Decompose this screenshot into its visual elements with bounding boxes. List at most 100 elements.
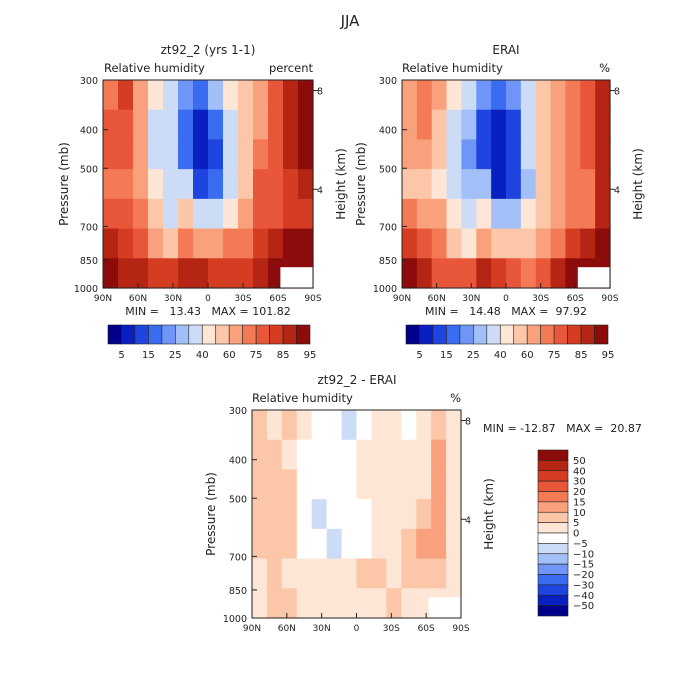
panel-diff-colorbar-swatch xyxy=(537,574,569,586)
panel-model-cell xyxy=(298,80,314,111)
panel-erai-cell xyxy=(535,228,552,259)
panel-erai-cell xyxy=(520,109,537,141)
panel-model-colorbar-swatch xyxy=(215,324,230,345)
panel-model-cell xyxy=(103,169,119,200)
panel-diff-cell xyxy=(356,439,373,471)
panel-model-cell xyxy=(118,80,134,111)
panel-model-y-label: Pressure (mb) xyxy=(57,142,71,226)
panel-diff-cell xyxy=(371,588,387,619)
panel-model-cell xyxy=(208,80,224,111)
panel-model-x-tick-label: 30N xyxy=(164,294,182,304)
panel-diff-cell xyxy=(401,439,417,471)
panel-diff-cell xyxy=(431,439,447,471)
panel-erai-colorbar-label: 75 xyxy=(548,350,561,361)
panel-diff-y-tick-label: 500 xyxy=(229,494,247,505)
panel-erai-colorbar-label: 5 xyxy=(416,350,422,361)
panel-model-cell xyxy=(268,198,284,230)
panel-model-cell xyxy=(163,169,179,200)
panel-diff-cell xyxy=(252,410,268,441)
panel-model-colorbar-swatch xyxy=(201,324,217,345)
panel-diff-colorbar-label: 10 xyxy=(573,508,586,519)
panel-diff-cell xyxy=(326,558,343,589)
panel-model-cell xyxy=(178,109,194,141)
panel-diff-cell xyxy=(371,439,387,471)
panel-diff-cell xyxy=(386,469,402,500)
panel-diff-x-tick-label: 30S xyxy=(383,624,400,634)
panel-model-cell xyxy=(238,139,254,170)
panel-erai-cell xyxy=(491,139,507,170)
panel-diff-y-tick-label: 300 xyxy=(229,406,247,417)
panel-model-cell xyxy=(238,109,254,141)
panel-diff-cell xyxy=(431,528,447,560)
panel-erai-cell xyxy=(416,80,433,111)
panel-model-x-tick-label: 30S xyxy=(234,294,251,304)
panel-erai-cell xyxy=(402,198,418,230)
panel-model-cell xyxy=(253,228,269,259)
panel-erai-cell xyxy=(506,169,522,200)
panel-diff-x-tick-label: 30N xyxy=(313,624,331,634)
panel-model-cell xyxy=(163,198,179,230)
panel-diff-colorbar-label: −10 xyxy=(573,549,594,560)
panel-erai-cell xyxy=(580,139,596,170)
panel-diff-cell xyxy=(431,410,447,441)
panel-model-y2-tick-label: 4 xyxy=(317,185,323,196)
panel-model-cell xyxy=(163,109,179,141)
panel-diff-colorbar-swatch xyxy=(537,594,569,606)
panel-diff-cell xyxy=(252,439,268,471)
panel-erai-cell xyxy=(431,258,448,289)
panel-diff-colorbar-label: −30 xyxy=(573,580,594,591)
panel-diff-colorbar-label: 50 xyxy=(573,456,586,467)
panel-erai-cell xyxy=(491,80,507,111)
panel-erai-cell xyxy=(461,169,477,200)
panel-erai-title: ERAI xyxy=(492,43,519,57)
panel-erai-y-tick-label: 1000 xyxy=(373,284,397,295)
panel-diff-x-tick-label: 0 xyxy=(354,624,360,634)
panel-diff-colorbar-swatch xyxy=(537,584,569,596)
panel-diff-cell xyxy=(416,558,432,589)
panel-diff: zt92_2 - ERAI Relative humidity % 300400… xyxy=(204,373,642,634)
panel-model-y-tick-label: 300 xyxy=(80,76,98,87)
panel-diff-cell xyxy=(252,558,268,589)
panel-erai-cell xyxy=(476,80,492,111)
panel-diff-cell xyxy=(281,528,298,560)
panel-model-colorbar-swatch xyxy=(296,324,311,345)
panel-erai-cell xyxy=(446,198,463,230)
panel-model-cell xyxy=(223,139,239,170)
panel-erai-cell xyxy=(446,109,463,141)
panel-erai-y2-tick-label: 4 xyxy=(614,185,620,196)
panel-diff-cell xyxy=(296,528,313,560)
panel-diff-cell xyxy=(296,410,313,441)
panel-erai-cell xyxy=(461,228,477,259)
panel-model-cell xyxy=(163,80,179,111)
panel-diff-colorbar-label: 40 xyxy=(573,466,586,477)
panel-diff-colorbar-swatch xyxy=(537,480,569,492)
panel-diff-cell xyxy=(326,410,343,441)
panel-diff-cell xyxy=(326,439,343,471)
panel-erai-colorbar-swatch xyxy=(526,324,541,345)
panel-model-cell xyxy=(283,169,299,200)
panel-diff-cell xyxy=(326,528,343,560)
panel-diff-colorbar-swatch xyxy=(537,563,569,575)
panel-diff-stats: MIN = -12.87 MAX = 20.87 xyxy=(483,422,642,435)
panel-model-cell xyxy=(103,198,119,230)
panel-erai-colorbar-swatch xyxy=(405,324,420,345)
panel-model-y2-tick-label: 8 xyxy=(317,87,323,98)
panel-model-cell xyxy=(133,139,149,170)
panel-erai-cell xyxy=(550,109,567,141)
panel-erai-colorbar-label: 60 xyxy=(521,350,534,361)
panel-erai-cell xyxy=(506,109,522,141)
panel-model-cell xyxy=(208,139,224,170)
panel-diff-colorbar-swatch xyxy=(537,511,569,523)
panel-diff-cell xyxy=(416,410,432,441)
panel-diff-cell xyxy=(401,588,417,619)
panel-diff-cell xyxy=(311,469,328,500)
panel-model-cell xyxy=(103,80,119,111)
panel-erai-cell xyxy=(461,139,477,170)
panel-diff-colorbar-label: −40 xyxy=(573,591,594,602)
panel-erai-y-axis: 300 400 500 700 850 1000 xyxy=(373,76,407,295)
panel-model-cell xyxy=(223,258,239,289)
panel-model-cell xyxy=(268,258,284,289)
panel-diff-cell xyxy=(446,439,462,471)
panel-model-colorbar-swatch xyxy=(175,324,190,345)
panel-diff-cell xyxy=(386,528,402,560)
